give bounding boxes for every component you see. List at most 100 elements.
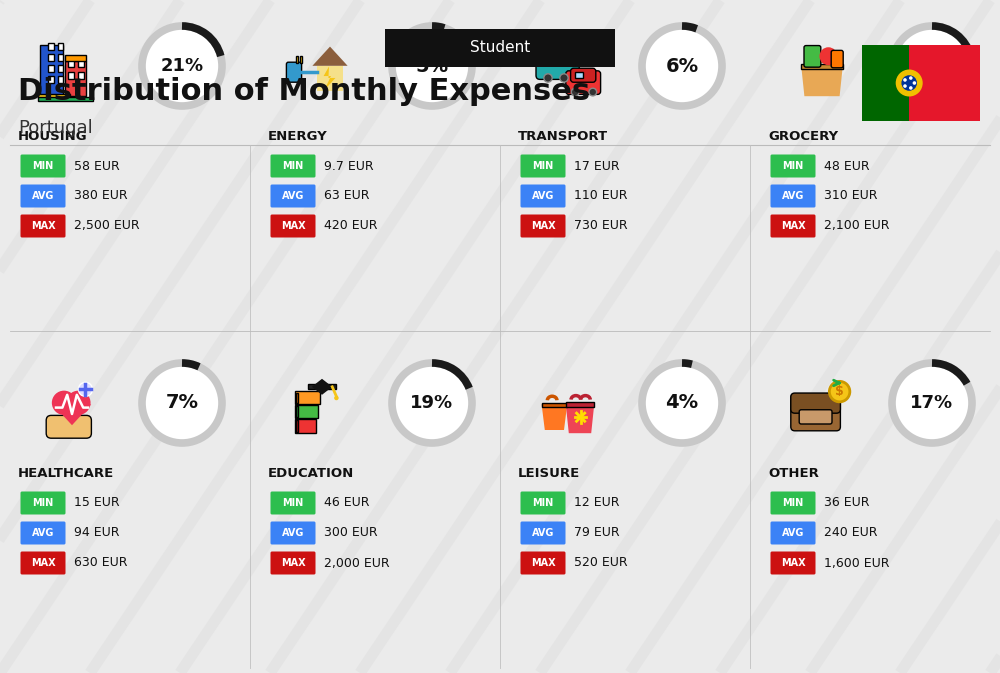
- FancyBboxPatch shape: [520, 491, 566, 514]
- FancyBboxPatch shape: [770, 215, 815, 238]
- Circle shape: [901, 75, 918, 92]
- FancyBboxPatch shape: [831, 50, 843, 68]
- Text: MAX: MAX: [281, 558, 305, 568]
- FancyBboxPatch shape: [20, 184, 66, 207]
- Text: GROCERY: GROCERY: [768, 129, 838, 143]
- FancyBboxPatch shape: [78, 71, 84, 79]
- Text: 630 EUR: 630 EUR: [74, 557, 128, 569]
- Text: AVG: AVG: [282, 528, 304, 538]
- Text: MAX: MAX: [31, 558, 55, 568]
- FancyBboxPatch shape: [295, 404, 318, 418]
- FancyBboxPatch shape: [566, 71, 601, 94]
- Text: Portugal: Portugal: [18, 119, 93, 137]
- Text: 19%: 19%: [410, 394, 454, 412]
- FancyBboxPatch shape: [536, 42, 579, 79]
- Text: MIN: MIN: [282, 498, 304, 508]
- FancyBboxPatch shape: [520, 551, 566, 575]
- Text: 310 EUR: 310 EUR: [824, 190, 878, 203]
- Text: AVG: AVG: [32, 528, 54, 538]
- Polygon shape: [53, 404, 91, 425]
- FancyBboxPatch shape: [270, 522, 316, 544]
- FancyBboxPatch shape: [385, 29, 615, 67]
- Text: 79 EUR: 79 EUR: [574, 526, 620, 540]
- Text: 12 EUR: 12 EUR: [574, 497, 619, 509]
- FancyBboxPatch shape: [58, 65, 63, 72]
- Text: 5%: 5%: [415, 57, 449, 75]
- Text: Distribution of Monthly Expenses: Distribution of Monthly Expenses: [18, 77, 590, 106]
- Text: 36 EUR: 36 EUR: [824, 497, 870, 509]
- Circle shape: [642, 26, 722, 106]
- Circle shape: [819, 47, 837, 65]
- Text: AVG: AVG: [282, 191, 304, 201]
- FancyBboxPatch shape: [38, 97, 93, 101]
- Text: 7%: 7%: [166, 394, 198, 413]
- FancyBboxPatch shape: [270, 551, 316, 575]
- FancyBboxPatch shape: [543, 44, 567, 50]
- Text: HEALTHCARE: HEALTHCARE: [18, 466, 114, 479]
- Text: AVG: AVG: [532, 528, 554, 538]
- FancyBboxPatch shape: [58, 43, 63, 50]
- Polygon shape: [801, 66, 843, 96]
- Text: MIN: MIN: [782, 498, 804, 508]
- FancyBboxPatch shape: [296, 392, 298, 403]
- FancyBboxPatch shape: [20, 522, 66, 544]
- FancyBboxPatch shape: [48, 76, 54, 83]
- FancyBboxPatch shape: [48, 54, 54, 61]
- FancyBboxPatch shape: [308, 384, 336, 390]
- FancyBboxPatch shape: [770, 551, 815, 575]
- FancyBboxPatch shape: [543, 51, 554, 61]
- Text: 730 EUR: 730 EUR: [574, 219, 628, 232]
- Circle shape: [392, 26, 472, 106]
- Text: TRANSPORT: TRANSPORT: [518, 129, 608, 143]
- Text: AVG: AVG: [782, 528, 804, 538]
- FancyBboxPatch shape: [296, 406, 298, 417]
- FancyBboxPatch shape: [296, 420, 298, 432]
- Text: 300 EUR: 300 EUR: [324, 526, 378, 540]
- Text: MIN: MIN: [532, 498, 554, 508]
- Polygon shape: [317, 66, 343, 92]
- FancyBboxPatch shape: [557, 51, 568, 61]
- FancyBboxPatch shape: [48, 65, 54, 72]
- FancyBboxPatch shape: [48, 43, 54, 50]
- Circle shape: [903, 78, 907, 81]
- FancyBboxPatch shape: [20, 491, 66, 514]
- FancyBboxPatch shape: [20, 155, 66, 178]
- FancyBboxPatch shape: [804, 46, 821, 67]
- Circle shape: [909, 86, 913, 90]
- Text: 46 EUR: 46 EUR: [324, 497, 370, 509]
- FancyBboxPatch shape: [296, 56, 298, 63]
- Circle shape: [392, 363, 472, 443]
- Text: 1,600 EUR: 1,600 EUR: [824, 557, 890, 569]
- FancyBboxPatch shape: [791, 394, 840, 431]
- Circle shape: [52, 390, 76, 415]
- FancyBboxPatch shape: [909, 45, 980, 121]
- FancyBboxPatch shape: [40, 45, 63, 96]
- FancyBboxPatch shape: [770, 184, 815, 207]
- FancyBboxPatch shape: [58, 54, 63, 61]
- Text: Student: Student: [470, 40, 530, 55]
- Text: AVG: AVG: [532, 191, 554, 201]
- FancyBboxPatch shape: [270, 491, 316, 514]
- Text: 58 EUR: 58 EUR: [74, 160, 120, 172]
- FancyBboxPatch shape: [65, 61, 86, 96]
- Text: 48 EUR: 48 EUR: [824, 160, 870, 172]
- Text: MIN: MIN: [282, 161, 304, 171]
- Circle shape: [829, 382, 850, 402]
- Text: EDUCATION: EDUCATION: [268, 466, 354, 479]
- Text: MAX: MAX: [281, 221, 305, 231]
- Text: LEISURE: LEISURE: [518, 466, 580, 479]
- Polygon shape: [312, 46, 348, 66]
- FancyBboxPatch shape: [270, 155, 316, 178]
- FancyBboxPatch shape: [520, 215, 566, 238]
- Text: 240 EUR: 240 EUR: [824, 526, 878, 540]
- FancyBboxPatch shape: [770, 155, 815, 178]
- Circle shape: [560, 74, 568, 82]
- Circle shape: [896, 69, 923, 96]
- Text: MIN: MIN: [32, 161, 54, 171]
- Text: MIN: MIN: [32, 498, 54, 508]
- FancyBboxPatch shape: [566, 402, 594, 406]
- Circle shape: [892, 363, 972, 443]
- FancyBboxPatch shape: [801, 64, 843, 69]
- FancyBboxPatch shape: [571, 68, 596, 82]
- Text: 6%: 6%: [665, 57, 699, 75]
